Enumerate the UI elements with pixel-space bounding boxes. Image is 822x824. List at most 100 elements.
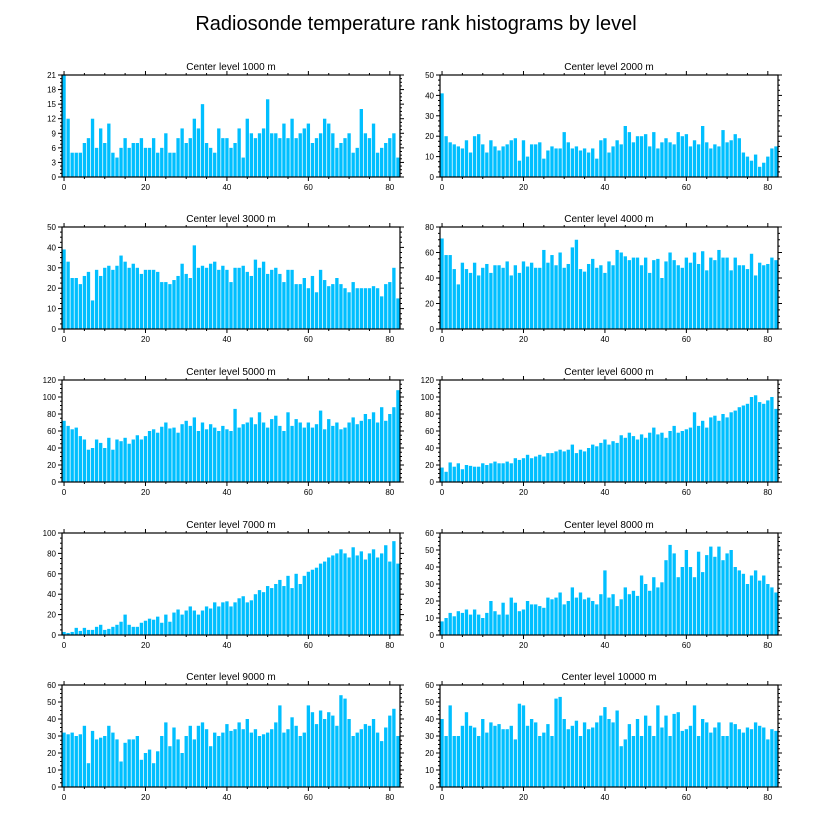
bar [245, 719, 249, 787]
bar [310, 712, 315, 787]
bar [339, 143, 343, 177]
bar [713, 260, 717, 329]
bar [607, 152, 611, 177]
bar [509, 597, 513, 635]
y-tick-label: 60 [47, 427, 56, 436]
bar [282, 586, 286, 635]
x-tick-label: 20 [141, 793, 150, 802]
bar [184, 736, 188, 787]
bar [570, 587, 575, 635]
bar [485, 612, 489, 635]
bar [139, 439, 144, 482]
bar [331, 555, 335, 635]
bar [591, 258, 595, 330]
bar [664, 261, 668, 329]
bar [314, 138, 319, 177]
bar [318, 563, 323, 635]
x-tick-label: 20 [519, 488, 528, 497]
bar [440, 719, 444, 787]
bar [705, 722, 709, 787]
bar [745, 269, 750, 329]
bar [294, 138, 298, 177]
bar [586, 729, 591, 787]
bar [627, 432, 632, 482]
bar [318, 410, 323, 482]
bar [464, 269, 469, 329]
bar [668, 431, 672, 482]
bar [257, 412, 262, 482]
panel-title: Center level 10000 m [561, 672, 656, 683]
bar [257, 590, 262, 635]
panel-title: Center level 3000 m [186, 214, 276, 225]
bar [717, 722, 721, 787]
x-tick-label: 60 [304, 488, 313, 497]
bar [753, 154, 758, 177]
bar [509, 275, 513, 329]
bar [119, 255, 123, 329]
bar [62, 732, 66, 787]
bar [505, 614, 509, 635]
bar [200, 422, 205, 482]
bar [270, 729, 274, 787]
bar [318, 269, 323, 329]
bar [253, 138, 258, 177]
bar [705, 270, 709, 329]
bar [542, 607, 546, 635]
bar [696, 551, 701, 635]
panel-title: Center level 7000 m [186, 520, 276, 531]
bar [550, 453, 554, 482]
bar [107, 725, 111, 787]
bar [477, 614, 481, 635]
bar [306, 705, 311, 787]
y-tick-label: 60 [47, 570, 56, 579]
bar [749, 575, 754, 635]
bar [591, 727, 595, 787]
bar [472, 609, 477, 635]
bar [713, 415, 717, 482]
bar [82, 439, 87, 482]
bar [245, 271, 249, 329]
bar [692, 140, 697, 177]
x-tick-label: 0 [440, 793, 445, 802]
bar [562, 267, 566, 329]
bar [347, 557, 351, 635]
bar [664, 437, 668, 482]
bar [380, 741, 384, 787]
bar [656, 587, 660, 635]
bar [758, 166, 762, 177]
bar [762, 403, 766, 482]
bar [762, 162, 766, 177]
bar [696, 263, 701, 329]
bar [172, 727, 176, 787]
bar [460, 148, 465, 177]
bar [700, 420, 705, 482]
bar [770, 148, 774, 177]
bar [676, 712, 680, 787]
bar [188, 725, 192, 787]
bar [196, 267, 201, 329]
bar [233, 602, 237, 635]
bar [302, 128, 306, 177]
y-tick-label: 100 [43, 393, 57, 402]
x-tick-label: 0 [62, 488, 67, 497]
bar [688, 725, 693, 787]
bar [290, 425, 294, 482]
bar [485, 152, 489, 177]
bar [472, 136, 477, 177]
bar [766, 400, 770, 482]
y-tick-label: 0 [430, 631, 435, 640]
bar [131, 626, 135, 635]
bar [282, 732, 286, 787]
bar [286, 412, 290, 482]
y-tick-label: 15 [47, 100, 56, 109]
y-tick-label: 18 [47, 86, 56, 95]
bar [70, 278, 74, 329]
bar [554, 597, 558, 635]
y-tick-label: 0 [430, 173, 435, 182]
bar [729, 412, 733, 482]
y-tick-label: 40 [425, 444, 434, 453]
bar [78, 436, 82, 482]
bar [452, 144, 456, 177]
x-tick-label: 40 [222, 488, 231, 497]
bar [62, 631, 66, 635]
